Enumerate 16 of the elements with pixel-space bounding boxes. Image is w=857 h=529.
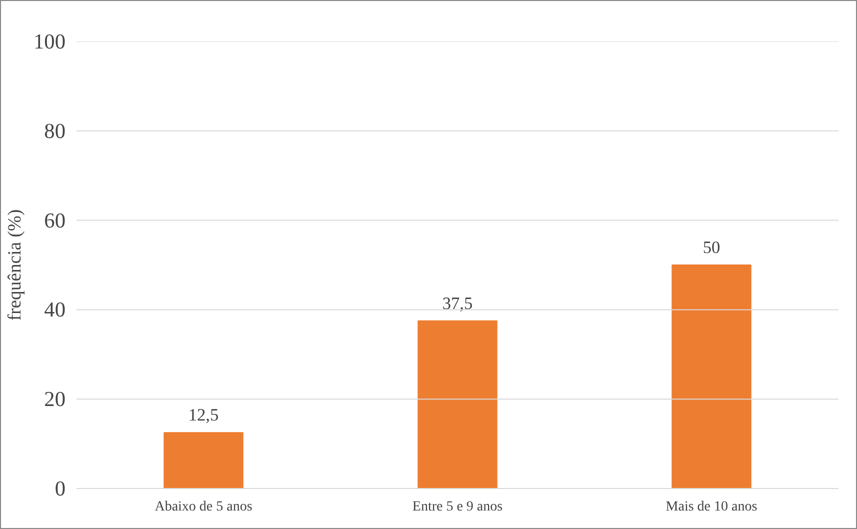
data-label: 37,5	[442, 294, 473, 313]
y-tick-label: 40	[44, 298, 66, 322]
x-tick-label: Abaixo de 5 anos	[154, 500, 252, 514]
x-tick-label: Mais de 10 anos	[666, 500, 758, 514]
bar	[164, 432, 244, 488]
bar	[418, 320, 498, 488]
y-tick-label: 60	[44, 208, 66, 232]
y-tick-label: 20	[44, 387, 66, 412]
data-label: 12,5	[188, 406, 219, 425]
y-axis-title: frequência (%)	[4, 209, 26, 321]
x-tick-label: Entre 5 e 9 anos	[412, 500, 503, 514]
data-label: 50	[702, 238, 720, 257]
y-tick-label: 80	[44, 118, 66, 143]
bar	[672, 264, 752, 488]
y-tick-label: 100	[34, 30, 66, 54]
y-tick-label: 0	[54, 476, 66, 500]
